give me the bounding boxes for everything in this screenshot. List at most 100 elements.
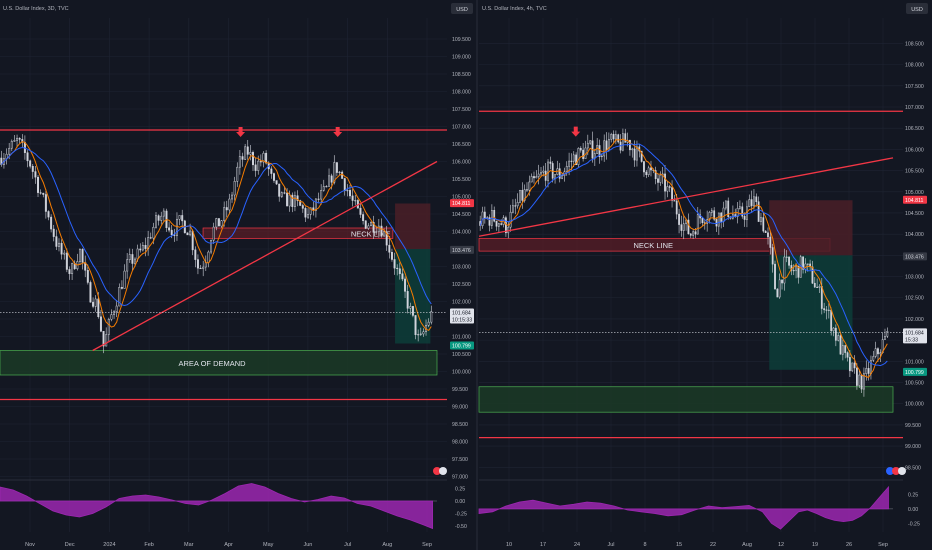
currency-label: USD [911, 7, 923, 13]
candle-body [771, 247, 774, 265]
candle-body [568, 160, 570, 167]
candle-body [427, 321, 430, 326]
candle-body [328, 175, 331, 187]
candle-body [666, 186, 669, 192]
candle-body [509, 211, 512, 228]
chart-panel-3d[interactable]: AREA OF DEMAND NECK LINE 97.000 97.500 98.0… [0, 3, 474, 548]
x-tick-label: May [263, 542, 274, 548]
candle-body [254, 164, 257, 171]
down-arrow-icon [333, 127, 343, 137]
candle-body [565, 166, 568, 173]
y-tick-label: 100.500 [452, 352, 471, 358]
candle-body [741, 206, 744, 217]
candle-body [636, 146, 638, 161]
candle-body [582, 149, 585, 159]
candle-body [37, 176, 39, 193]
x-tick-label: Sep [422, 542, 432, 548]
candle-body [354, 200, 357, 202]
candle-body [225, 207, 228, 211]
osc-tick-label: -0.50 [455, 524, 467, 530]
candle-body [409, 306, 412, 309]
candle-body [398, 268, 401, 275]
currency-button[interactable]: USD [451, 3, 473, 14]
candle-body [537, 173, 540, 177]
price-axis[interactable]: 97.000 97.500 98.000 98.500 99.000 99.500 100.… [452, 37, 471, 530]
zone-stop [769, 200, 853, 256]
time-axis[interactable]: 10 17 24 Jul 8 15 22 Aug 12 19 26 Sep [506, 542, 888, 548]
candle-body [210, 239, 213, 253]
candle-body [767, 232, 769, 238]
flag-icon[interactable] [433, 467, 447, 475]
candle-body [820, 286, 823, 309]
candle-body [136, 248, 139, 260]
zone-label-neck: NECK LINE [633, 241, 673, 250]
candle-body [63, 252, 66, 255]
candle-body [497, 223, 500, 227]
candle-body [278, 183, 281, 197]
candle-body [18, 137, 21, 140]
candle-body [21, 139, 24, 143]
candle-body [99, 316, 102, 332]
y-tick-label: 109.000 [452, 55, 471, 61]
candle-body [708, 212, 711, 220]
candle-body [877, 348, 879, 355]
time-axis[interactable]: Nov Dec 2024 Feb Mar Apr May Jun Jul Aug Sep [25, 542, 432, 548]
trend-line [92, 160, 438, 352]
candle-body [846, 352, 849, 358]
candle-body [280, 192, 283, 197]
candle-body [867, 368, 870, 374]
candle-body [673, 200, 676, 202]
y-tick-label: 101.000 [452, 335, 471, 341]
candle-body [589, 140, 592, 144]
candle-body [430, 311, 433, 323]
candle-body [13, 140, 16, 142]
candle-body [612, 134, 615, 140]
candle-body [519, 190, 521, 203]
osc-tick-label: 0.00 [455, 499, 465, 505]
x-tick-label: Sep [878, 542, 888, 548]
candle-body [217, 218, 220, 227]
candle-body [600, 155, 603, 157]
candle-body [299, 200, 302, 206]
candle-body [380, 225, 383, 237]
chart-panel-4h[interactable]: NECK LINE 98.500 99.000 99.500 100.000 100.5… [478, 3, 928, 548]
candle-body [333, 162, 336, 183]
oscillator-area [478, 485, 889, 530]
candle-body [113, 311, 116, 315]
currency-button[interactable]: USD [906, 3, 928, 14]
candle-body [349, 190, 351, 197]
candle-body [92, 301, 95, 307]
candle-body [715, 219, 718, 227]
candle-body [617, 134, 620, 143]
candle-body [411, 306, 414, 316]
y-tick-label: 106.000 [905, 147, 924, 153]
arrow-markers [236, 127, 343, 137]
candle-body [865, 368, 868, 374]
candle-body [797, 265, 800, 278]
y-tick-label: 109.500 [452, 37, 471, 43]
osc-tick-label: 0.25 [908, 492, 918, 498]
candle-body [396, 267, 399, 269]
price-badge-text: 104.811 [452, 201, 470, 207]
candle-body [844, 345, 847, 353]
candle-body [841, 345, 844, 355]
candle-body [830, 309, 833, 332]
x-tick-label: Aug [742, 542, 752, 548]
zone-target [769, 255, 853, 370]
candles-layer [479, 128, 889, 397]
candle-body [204, 262, 207, 268]
candle-body [377, 225, 380, 232]
candle-body [781, 279, 783, 284]
candle-body [664, 173, 666, 192]
x-tick-label: Dec [65, 542, 75, 548]
y-tick-label: 105.500 [452, 177, 471, 183]
candle-body [579, 148, 582, 151]
osc-tick-label: -0.25 [908, 521, 920, 527]
ma-fast-line [479, 138, 888, 379]
osc-tick-label: -0.25 [455, 512, 467, 518]
candle-body [816, 286, 819, 288]
flag-icon[interactable] [886, 467, 906, 475]
x-tick-label: 19 [812, 542, 818, 548]
oscillator-area [0, 483, 434, 530]
candle-body [144, 245, 147, 249]
